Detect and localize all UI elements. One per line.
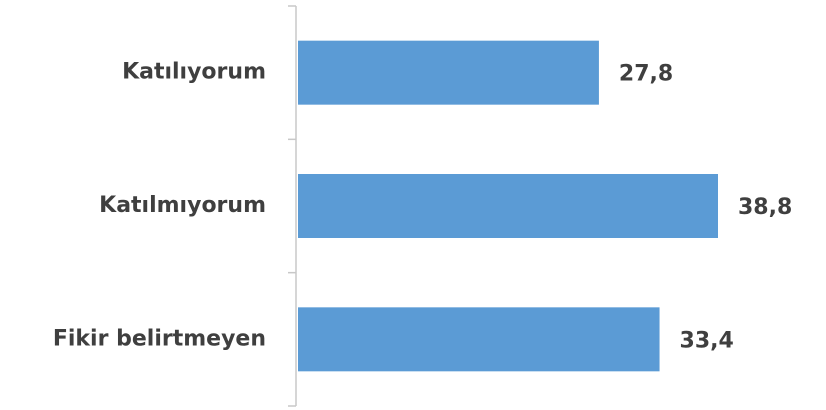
bars (298, 40, 718, 372)
labels: Katılıyorum 27,8 Katılmıyorum 38,8 Fikir bel… (53, 60, 792, 354)
y-axis (288, 5, 297, 407)
bar (298, 174, 718, 238)
category-label: Fikir belirtmeyen (53, 326, 266, 351)
category-label: Katılıyorum (122, 60, 266, 85)
bar (298, 40, 599, 105)
bar (298, 307, 660, 372)
category-label: Katılmıyorum (99, 193, 266, 218)
value-label: 38,8 (738, 195, 792, 220)
value-label: 27,8 (619, 62, 673, 87)
value-label: 33,4 (680, 328, 734, 353)
